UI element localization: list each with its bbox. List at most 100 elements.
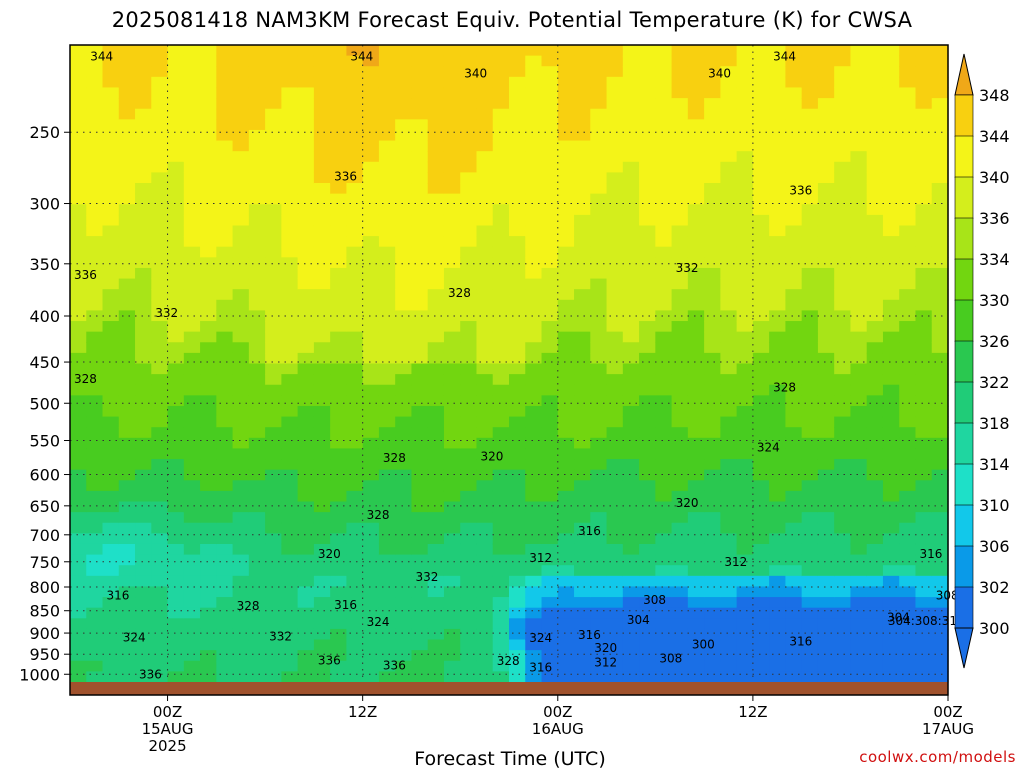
field-cell	[362, 522, 380, 534]
field-cell	[362, 129, 380, 142]
field-cell	[443, 98, 461, 110]
field-cell	[525, 278, 543, 290]
field-cell	[899, 480, 917, 492]
field-cell	[769, 437, 787, 450]
field-cell	[232, 405, 250, 418]
colorbar-label: 322	[979, 373, 1010, 392]
field-cell	[720, 384, 738, 396]
field-cell	[704, 448, 721, 460]
field-cell	[476, 87, 494, 99]
field-cell	[102, 650, 120, 662]
field-cell	[687, 66, 705, 78]
field-cell	[866, 214, 884, 227]
field-cell	[248, 119, 266, 131]
field-cell	[541, 310, 559, 322]
field-cell	[671, 639, 689, 651]
field-cell	[557, 660, 575, 672]
field-cell	[167, 607, 185, 619]
field-cell	[834, 45, 852, 57]
field-cell	[297, 310, 315, 322]
field-cell	[622, 183, 640, 195]
field-cell	[834, 395, 852, 407]
field-cell	[378, 480, 396, 492]
field-cell	[248, 331, 266, 343]
field-cell	[378, 586, 396, 598]
field-cell	[882, 87, 900, 99]
field-cell	[378, 437, 396, 450]
field-cell	[281, 374, 299, 386]
field-cell	[135, 66, 152, 78]
field-cell	[557, 416, 575, 428]
field-cell	[817, 278, 835, 290]
field-cell	[151, 193, 169, 205]
field-cell	[232, 628, 250, 641]
field-cell	[476, 607, 494, 619]
field-cell	[265, 342, 282, 354]
colorbar-segment	[954, 135, 974, 178]
field-cell	[639, 533, 656, 545]
field-cell	[639, 172, 656, 184]
field-cell	[769, 331, 787, 343]
field-cell	[785, 108, 803, 120]
field-cell	[102, 342, 120, 354]
field-cell	[427, 618, 445, 630]
field-cell	[639, 437, 656, 450]
field-cell	[216, 161, 234, 173]
field-cell	[297, 405, 315, 418]
field-cell	[135, 151, 152, 163]
field-cell	[297, 395, 315, 407]
field-cell	[200, 512, 217, 524]
field-cell	[882, 522, 900, 534]
field-cell	[70, 98, 87, 110]
contour-label: 344	[350, 50, 373, 64]
field-cell	[395, 151, 413, 163]
field-cell	[720, 119, 738, 131]
field-cell	[183, 607, 201, 619]
field-cell	[395, 586, 413, 598]
field-cell	[736, 628, 754, 641]
contour-label: 328	[367, 508, 390, 522]
field-cell	[769, 108, 787, 120]
field-cell	[70, 363, 87, 375]
field-cell	[720, 480, 738, 492]
field-cell	[313, 575, 331, 588]
site-credit[interactable]: coolwx.com/models	[859, 748, 1016, 766]
field-cell	[785, 193, 803, 205]
field-cell	[704, 575, 721, 588]
field-cell	[427, 289, 445, 301]
field-cell	[671, 533, 689, 545]
field-cell	[183, 225, 201, 237]
field-cell	[346, 639, 364, 651]
field-cell	[135, 639, 152, 651]
field-cell	[460, 618, 478, 630]
field-cell	[622, 45, 640, 57]
field-cell	[639, 363, 656, 375]
field-cell	[557, 671, 575, 683]
field-cell	[915, 575, 933, 588]
field-cell	[492, 607, 510, 619]
field-cell	[655, 214, 673, 227]
field-cell	[606, 204, 624, 216]
field-cell	[411, 267, 429, 280]
field-cell	[313, 660, 331, 672]
field-cell	[752, 501, 770, 513]
field-cell	[443, 660, 461, 672]
field-cell	[882, 660, 900, 672]
field-cell	[574, 459, 591, 471]
field-cell	[313, 214, 331, 227]
field-cell	[769, 76, 787, 89]
field-cell	[834, 331, 852, 343]
field-cell	[671, 119, 689, 131]
field-cell	[785, 321, 803, 333]
field-cell	[102, 119, 120, 131]
field-cell	[395, 395, 413, 407]
field-cell	[232, 321, 250, 333]
field-cell	[135, 575, 152, 588]
field-cell	[769, 384, 787, 396]
field-cell	[460, 480, 478, 492]
field-cell	[281, 172, 299, 184]
field-cell	[850, 267, 868, 280]
field-cell	[557, 639, 575, 651]
field-cell	[882, 151, 900, 163]
field-cell	[232, 257, 250, 269]
